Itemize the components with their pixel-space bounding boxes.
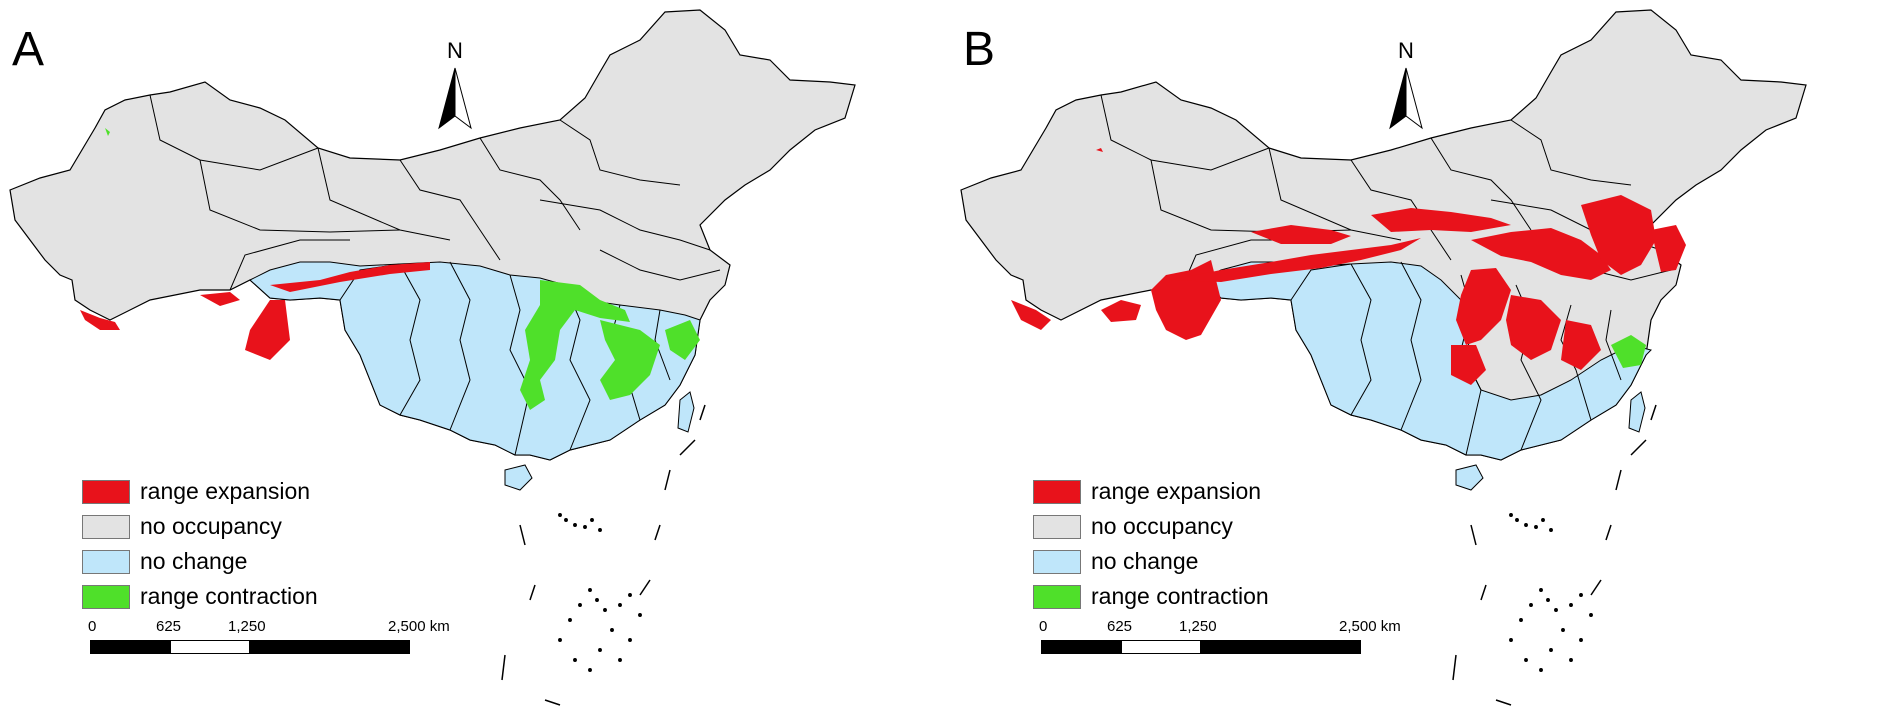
south-china-sea-islands — [501, 404, 706, 706]
scale-bar: 0 625 1,250 2,500 km — [1039, 618, 1401, 658]
legend-swatch — [82, 549, 130, 574]
legend-label: no occupancy — [1091, 513, 1233, 539]
legend-swatch — [1033, 479, 1081, 504]
scale-bar: 0 625 1,250 2,500 km — [88, 618, 450, 658]
map-graphic-b — [960, 9, 1807, 706]
legend-item-no-occupancy: no occupancy — [1033, 509, 1269, 544]
legend-item-no-change: no change — [82, 544, 318, 579]
no-change-area — [1200, 261, 1652, 461]
range-expansion-patches — [1011, 148, 1686, 385]
scale-segment — [250, 640, 410, 654]
legend-swatch — [82, 584, 130, 609]
scale-segment — [1041, 640, 1121, 654]
legend-swatch — [1033, 514, 1081, 539]
hainan-island — [1455, 464, 1484, 491]
north-arrow-icon — [1389, 67, 1423, 130]
legend-label: no change — [1091, 548, 1199, 574]
legend-swatch — [82, 479, 130, 504]
scale-tick-0: 0 — [1039, 618, 1048, 635]
legend-item-expansion: range expansion — [82, 474, 318, 509]
map-legend: range expansion no occupancy no change r… — [82, 474, 318, 614]
map-legend: range expansion no occupancy no change r… — [1033, 474, 1269, 614]
north-arrow: N — [425, 38, 485, 138]
scale-tick-1250: 1,250 — [1179, 618, 1217, 635]
legend-label: no change — [140, 548, 248, 574]
legend-item-expansion: range expansion — [1033, 474, 1269, 509]
hainan-island — [504, 464, 533, 491]
scale-tick-625: 625 — [156, 618, 182, 635]
scale-tick-625: 625 — [1107, 618, 1133, 635]
scale-segment — [1121, 640, 1201, 654]
legend-label: no occupancy — [140, 513, 282, 539]
north-letter: N — [1398, 38, 1414, 63]
scale-segment — [90, 640, 170, 654]
panel-label: A — [12, 23, 45, 76]
legend-swatch — [1033, 584, 1081, 609]
legend-item-contraction: range contraction — [82, 579, 318, 614]
scale-tick-2500: 2,500 km — [1339, 618, 1401, 635]
taiwan-island — [1628, 391, 1646, 433]
legend-label: range contraction — [140, 583, 318, 609]
legend-item-contraction: range contraction — [1033, 579, 1269, 614]
range-expansion-patches — [80, 262, 430, 360]
legend-label: range contraction — [1091, 583, 1269, 609]
north-arrow: N — [1376, 38, 1436, 138]
legend-swatch — [1033, 549, 1081, 574]
legend-item-no-change: no change — [1033, 544, 1269, 579]
legend-swatch — [82, 514, 130, 539]
scale-tick-2500: 2,500 km — [388, 618, 450, 635]
scale-tick-1250: 1,250 — [228, 618, 266, 635]
scale-segment — [1201, 640, 1361, 654]
north-letter: N — [447, 38, 463, 63]
scale-segment — [170, 640, 250, 654]
taiwan-island — [677, 391, 695, 433]
range-contraction-patches — [1611, 335, 1646, 368]
range-contraction-patches — [105, 128, 700, 410]
legend-item-no-occupancy: no occupancy — [82, 509, 318, 544]
legend-label: range expansion — [1091, 478, 1262, 504]
panel-label: B — [963, 23, 996, 76]
province-boundaries — [149, 94, 721, 456]
map-graphic-a — [9, 9, 856, 706]
map-panel-a: A N range expansion no occupancy no chan… — [9, 9, 856, 706]
legend-label: range expansion — [140, 478, 311, 504]
south-china-sea-islands — [1452, 404, 1657, 706]
map-panel-b: B N range expansion no occupancy no chan… — [951, 0, 1902, 713]
scale-tick-0: 0 — [88, 618, 97, 635]
north-arrow-icon — [438, 67, 472, 130]
